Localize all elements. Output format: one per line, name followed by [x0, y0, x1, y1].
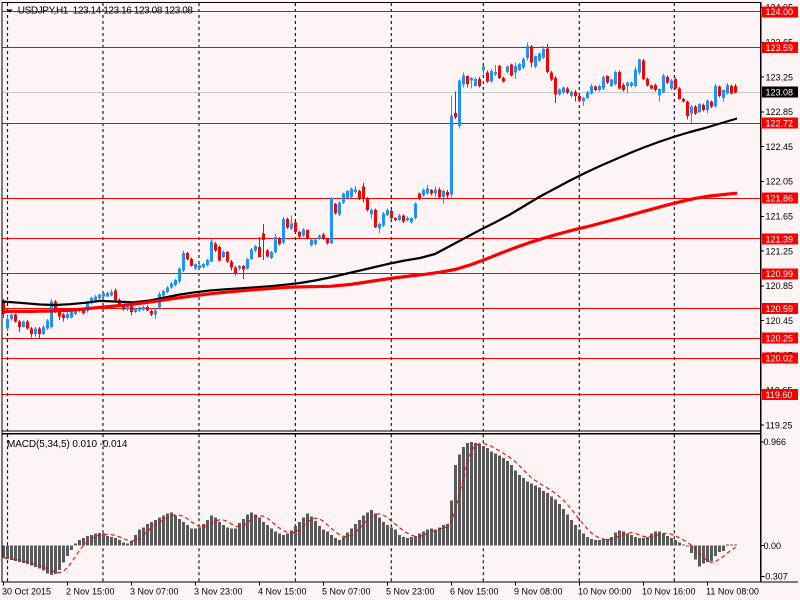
svg-text:0.00: 0.00 — [764, 541, 782, 551]
svg-text:121.39: 121.39 — [766, 234, 794, 244]
svg-text:9 Nov 08:00: 9 Nov 08:00 — [514, 587, 563, 597]
svg-text:120.85: 120.85 — [766, 281, 794, 291]
svg-text:120.59: 120.59 — [766, 304, 794, 314]
svg-text:10 Nov 00:00: 10 Nov 00:00 — [578, 587, 632, 597]
svg-text:5 Nov 07:00: 5 Nov 07:00 — [322, 587, 371, 597]
svg-text:4 Nov 15:00: 4 Nov 15:00 — [258, 587, 307, 597]
svg-text:USDJPY,H1 123.14 123.16 123.0: USDJPY,H1 123.14 123.16 123.08 123.08 — [18, 5, 194, 16]
svg-text:30 Oct 2015: 30 Oct 2015 — [2, 587, 51, 597]
svg-text:120.02: 120.02 — [766, 354, 794, 364]
svg-text:123.25: 123.25 — [766, 72, 794, 82]
svg-text:120.25: 120.25 — [766, 334, 794, 344]
svg-text:2 Nov 15:00: 2 Nov 15:00 — [66, 587, 115, 597]
svg-text:121.86: 121.86 — [766, 193, 794, 203]
svg-text:123.59: 123.59 — [766, 43, 794, 53]
svg-text:123.08: 123.08 — [766, 87, 794, 97]
svg-text:119.60: 119.60 — [766, 390, 793, 400]
svg-text:6 Nov 15:00: 6 Nov 15:00 — [450, 587, 499, 597]
svg-text:-0.307: -0.307 — [762, 572, 788, 582]
svg-text:3 Nov 07:00: 3 Nov 07:00 — [130, 587, 179, 597]
svg-text:122.72: 122.72 — [766, 119, 794, 129]
svg-text:120.99: 120.99 — [766, 269, 794, 279]
svg-text:119.25: 119.25 — [766, 420, 793, 430]
svg-text:11 Nov 08:00: 11 Nov 08:00 — [706, 587, 759, 597]
svg-text:121.25: 121.25 — [766, 246, 794, 256]
svg-text:122.05: 122.05 — [766, 177, 794, 187]
svg-text:122.45: 122.45 — [766, 142, 794, 152]
svg-text:124.00: 124.00 — [766, 7, 794, 17]
svg-text:0.966: 0.966 — [764, 437, 787, 447]
svg-text:122.85: 122.85 — [766, 107, 794, 117]
svg-text:121.65: 121.65 — [766, 212, 794, 222]
svg-text:10 Nov 16:00: 10 Nov 16:00 — [642, 587, 696, 597]
svg-text:MACD(5,34,5) 0.010 -0.014: MACD(5,34,5) 0.010 -0.014 — [7, 439, 128, 450]
svg-text:5 Nov 23:00: 5 Nov 23:00 — [386, 587, 435, 597]
svg-text:3 Nov 23:00: 3 Nov 23:00 — [194, 587, 243, 597]
svg-text:120.45: 120.45 — [766, 316, 794, 326]
